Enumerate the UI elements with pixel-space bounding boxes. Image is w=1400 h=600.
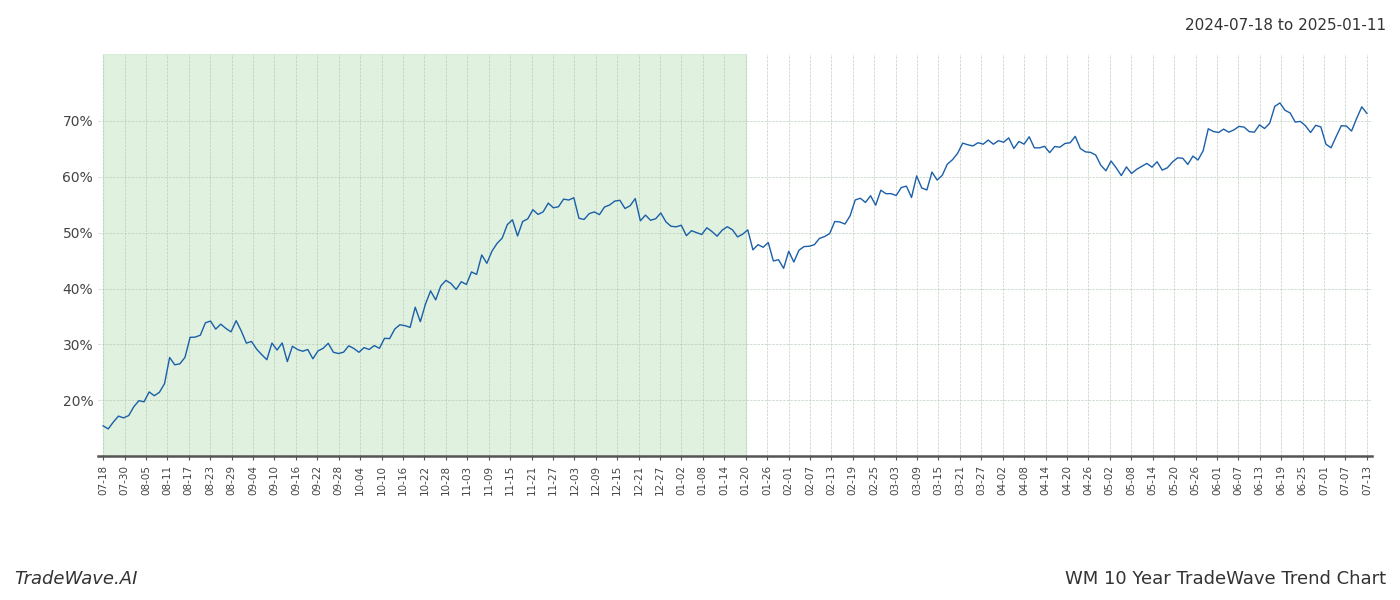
Text: 2024-07-18 to 2025-01-11: 2024-07-18 to 2025-01-11 <box>1184 18 1386 33</box>
Text: TradeWave.AI: TradeWave.AI <box>14 570 137 588</box>
Bar <box>104 54 746 456</box>
Text: WM 10 Year TradeWave Trend Chart: WM 10 Year TradeWave Trend Chart <box>1065 570 1386 588</box>
